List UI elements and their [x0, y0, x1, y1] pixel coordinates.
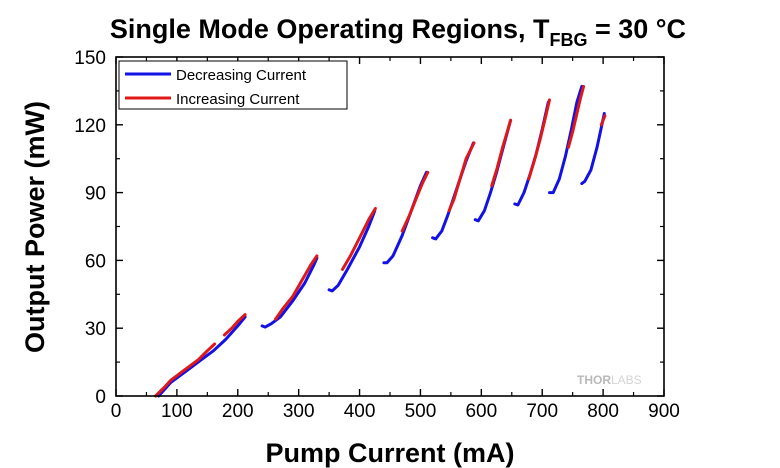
y-tick-label: 0 — [95, 387, 106, 408]
series-segment-line — [222, 313, 247, 337]
series-segment-line — [154, 342, 217, 398]
chart-title-suffix: = 30 °C — [587, 14, 686, 44]
plot-frame — [115, 56, 665, 397]
series-segment-line — [513, 100, 550, 207]
y-tick-label: 30 — [85, 319, 106, 340]
x-tick-label: 700 — [526, 401, 558, 422]
legend-label-increasing: Increasing Current — [176, 91, 300, 108]
series-segment-line — [566, 84, 586, 149]
y-tick-label: 150 — [74, 48, 106, 69]
series-segment-line — [447, 141, 476, 213]
chart-title-main: Single Mode Operating Regions, T — [110, 14, 550, 44]
chart-title-subscript: FBG — [549, 30, 587, 50]
y-tick-label: 120 — [74, 116, 106, 137]
series-segment-line — [260, 256, 319, 329]
x-axis-label: Pump Current (mA) — [266, 438, 515, 468]
x-tick-label: 0 — [111, 401, 122, 422]
watermark-labs: LABS — [611, 373, 642, 387]
series-segment-line — [327, 209, 377, 293]
series-segment-line — [599, 114, 607, 127]
x-tick-label: 400 — [344, 401, 376, 422]
series-increasing-current — [154, 84, 607, 398]
x-tick-label: 200 — [222, 401, 254, 422]
series-segment-line — [548, 84, 584, 195]
watermark-thor: THOR — [577, 373, 611, 387]
legend-box — [118, 60, 348, 110]
y-tick-label: 60 — [85, 251, 106, 272]
thorlabs-watermark: THORLABS — [577, 373, 642, 387]
chart-title: Single Mode Operating Regions, TFBG = 30… — [110, 14, 686, 50]
x-tick-labels: 0 100 200 300 400 500 600 700 800 900 — [111, 401, 680, 422]
series-segment-line — [341, 206, 377, 271]
x-tick-label: 500 — [405, 401, 437, 422]
y-tick-label: 90 — [85, 184, 106, 205]
y-tick-labels: 0 30 60 90 120 150 — [74, 48, 106, 408]
x-tick-label: 100 — [161, 401, 193, 422]
legend: Decreasing Current Increasing Current — [118, 60, 348, 110]
plot-series — [154, 84, 607, 398]
series-segment-line — [527, 98, 551, 181]
y-axis-label: Output Power (mW) — [20, 101, 50, 353]
series-decreasing-current — [157, 84, 606, 398]
x-tick-label: 900 — [648, 401, 680, 422]
x-tick-label: 600 — [465, 401, 497, 422]
series-segment-line — [400, 170, 430, 233]
legend-label-decreasing: Decreasing Current — [176, 67, 307, 84]
series-segment-line — [274, 254, 319, 321]
series-segment-line — [490, 118, 513, 188]
x-tick-label: 300 — [283, 401, 315, 422]
x-tick-label: 800 — [587, 401, 619, 422]
